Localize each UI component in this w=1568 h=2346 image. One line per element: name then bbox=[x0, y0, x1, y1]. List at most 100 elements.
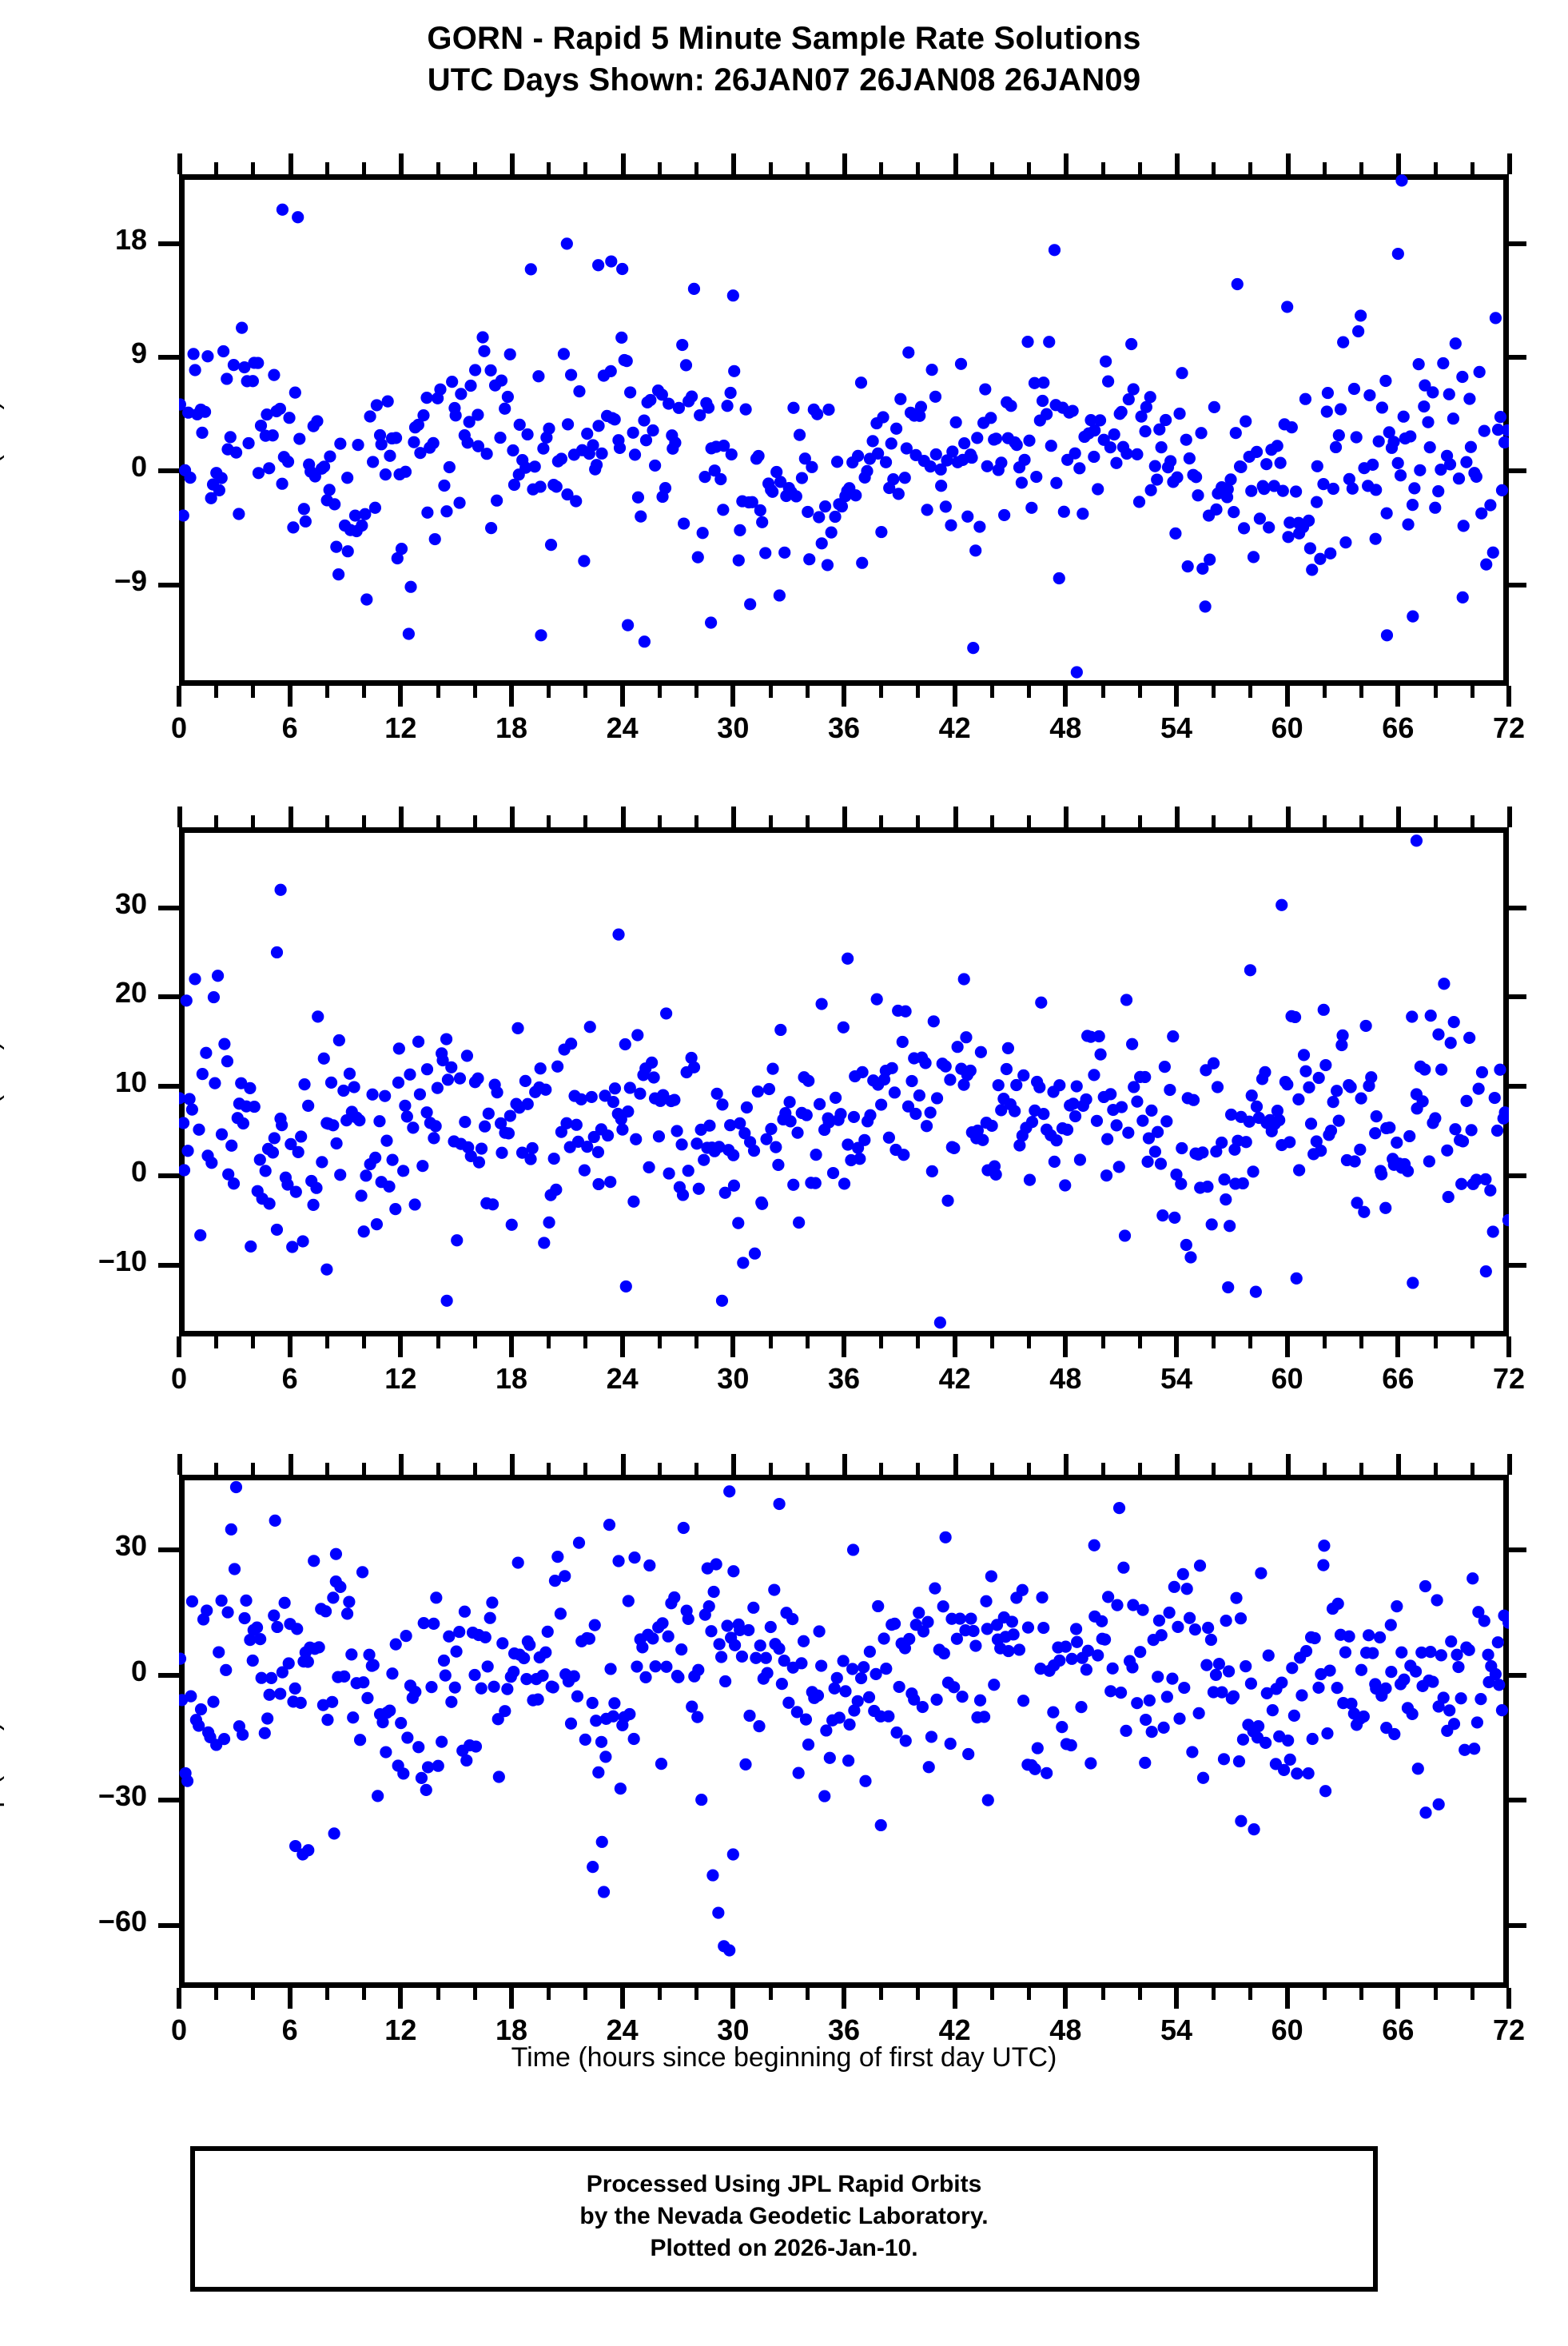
x-tick-mark bbox=[509, 1988, 514, 2009]
x-top-minor-tick-mark bbox=[916, 162, 921, 174]
x-top-minor-tick-mark bbox=[1212, 162, 1216, 174]
x-minor-tick-mark bbox=[1470, 1988, 1474, 2000]
x-top-minor-tick-mark bbox=[768, 1463, 773, 1475]
x-tick-label: 42 bbox=[938, 2013, 971, 2046]
x-top-minor-tick-mark bbox=[879, 162, 884, 174]
x-tick-mark bbox=[509, 1336, 514, 1357]
y-tick-label: −30 bbox=[98, 1779, 147, 1813]
x-minor-tick-mark bbox=[1248, 686, 1253, 698]
x-minor-tick-mark bbox=[547, 1988, 551, 2000]
x-top-minor-tick-mark bbox=[1470, 1463, 1474, 1475]
x-minor-tick-mark bbox=[583, 1988, 588, 2000]
x-top-minor-tick-mark bbox=[1322, 815, 1327, 827]
x-tick-label: 12 bbox=[384, 1362, 417, 1395]
x-minor-tick-mark bbox=[694, 686, 699, 698]
x-top-minor-tick-mark bbox=[916, 815, 921, 827]
x-top-minor-tick-mark bbox=[362, 162, 367, 174]
x-minor-tick-mark bbox=[436, 1336, 440, 1348]
x-minor-tick-mark bbox=[436, 686, 440, 698]
panel-up-points bbox=[179, 1480, 1509, 1957]
x-minor-tick-mark bbox=[436, 1988, 440, 2000]
y-tick-label: 18 bbox=[114, 222, 147, 256]
x-top-minor-tick-mark bbox=[1248, 1463, 1253, 1475]
x-minor-tick-mark bbox=[251, 1988, 256, 2000]
x-top-minor-tick-mark bbox=[1100, 162, 1105, 174]
x-minor-tick-mark bbox=[1470, 686, 1474, 698]
x-top-tick-mark bbox=[510, 153, 515, 174]
x-top-minor-tick-mark bbox=[214, 815, 219, 827]
x-top-minor-tick-mark bbox=[1212, 1463, 1216, 1475]
x-top-minor-tick-mark bbox=[1433, 815, 1438, 827]
x-tick-label: 18 bbox=[495, 711, 528, 744]
x-top-minor-tick-mark bbox=[583, 1463, 588, 1475]
y-right-tick-mark bbox=[1509, 1922, 1526, 1928]
footer-line-2: by the Nevada Geodetic Laboratory. bbox=[579, 2203, 989, 2229]
y-tick-mark bbox=[158, 468, 179, 474]
x-minor-tick-mark bbox=[1433, 1988, 1438, 2000]
y-tick-mark bbox=[158, 355, 179, 360]
x-tick-mark bbox=[177, 1988, 181, 2009]
x-tick-label: 0 bbox=[170, 1362, 188, 1395]
panel-east bbox=[179, 174, 1509, 686]
x-tick-mark bbox=[398, 686, 404, 707]
y-tick-label: −10 bbox=[98, 1244, 147, 1277]
x-tick-mark bbox=[619, 686, 625, 707]
y-axis-title-east: East (mm) bbox=[0, 400, 5, 526]
x-minor-tick-mark bbox=[1359, 686, 1364, 698]
panel-up-frame bbox=[179, 1475, 1509, 1988]
y-tick-mark bbox=[158, 582, 179, 587]
x-tick-mark bbox=[730, 1988, 736, 2009]
x-top-minor-tick-mark bbox=[879, 815, 884, 827]
x-top-minor-tick-mark bbox=[768, 815, 773, 827]
x-minor-tick-mark bbox=[251, 686, 256, 698]
x-top-minor-tick-mark bbox=[1100, 1463, 1105, 1475]
y-tick-label: 10 bbox=[114, 1065, 147, 1099]
x-minor-tick-mark bbox=[768, 686, 773, 698]
x-tick-label: 6 bbox=[281, 2013, 298, 2046]
x-top-tick-mark bbox=[1507, 807, 1512, 827]
x-tick-label: 12 bbox=[384, 2013, 417, 2046]
x-top-minor-tick-mark bbox=[657, 1463, 662, 1475]
x-minor-tick-mark bbox=[472, 1988, 477, 2000]
x-minor-tick-mark bbox=[214, 686, 219, 698]
x-minor-tick-mark bbox=[694, 1988, 699, 2000]
x-tick-label: 24 bbox=[606, 1362, 639, 1395]
x-top-minor-tick-mark bbox=[657, 815, 662, 827]
x-minor-tick-mark bbox=[1212, 686, 1216, 698]
x-top-minor-tick-mark bbox=[251, 1463, 256, 1475]
y-right-tick-mark bbox=[1509, 1084, 1526, 1089]
x-minor-tick-mark bbox=[362, 1988, 367, 2000]
x-top-tick-mark bbox=[620, 1454, 626, 1475]
x-minor-tick-mark bbox=[1027, 686, 1032, 698]
x-minor-tick-mark bbox=[879, 1988, 884, 2000]
x-top-minor-tick-mark bbox=[251, 815, 256, 827]
panel-north-points bbox=[179, 834, 1509, 1329]
figure-title: GORN - Rapid 5 Minute Sample Rate Soluti… bbox=[0, 18, 1568, 101]
x-minor-tick-mark bbox=[1433, 1336, 1438, 1348]
x-tick-label: 60 bbox=[1271, 2013, 1303, 2046]
x-tick-mark bbox=[177, 686, 181, 707]
y-tick-mark bbox=[158, 1922, 179, 1928]
x-top-tick-mark bbox=[1285, 153, 1291, 174]
x-tick-mark bbox=[1063, 1336, 1069, 1357]
x-tick-label: 42 bbox=[938, 711, 971, 744]
panel-east-points bbox=[179, 174, 1509, 679]
x-tick-mark bbox=[842, 1988, 846, 2009]
x-top-tick-mark bbox=[288, 153, 293, 174]
x-top-tick-mark bbox=[842, 153, 847, 174]
x-tick-label: 54 bbox=[1160, 711, 1193, 744]
x-top-tick-mark bbox=[1175, 1454, 1180, 1475]
x-top-tick-mark bbox=[1175, 153, 1180, 174]
x-top-minor-tick-mark bbox=[1137, 162, 1142, 174]
x-top-minor-tick-mark bbox=[251, 162, 256, 174]
x-tick-label: 6 bbox=[281, 711, 298, 744]
x-minor-tick-mark bbox=[1359, 1336, 1364, 1348]
x-top-tick-mark bbox=[288, 1454, 293, 1475]
y-tick-label: 20 bbox=[114, 976, 147, 1010]
x-tick-label: 18 bbox=[495, 2013, 528, 2046]
x-minor-tick-mark bbox=[1322, 686, 1327, 698]
x-top-minor-tick-mark bbox=[472, 162, 477, 174]
x-top-tick-mark bbox=[1507, 153, 1512, 174]
x-tick-mark bbox=[842, 1336, 846, 1357]
x-top-tick-mark bbox=[1396, 807, 1402, 827]
